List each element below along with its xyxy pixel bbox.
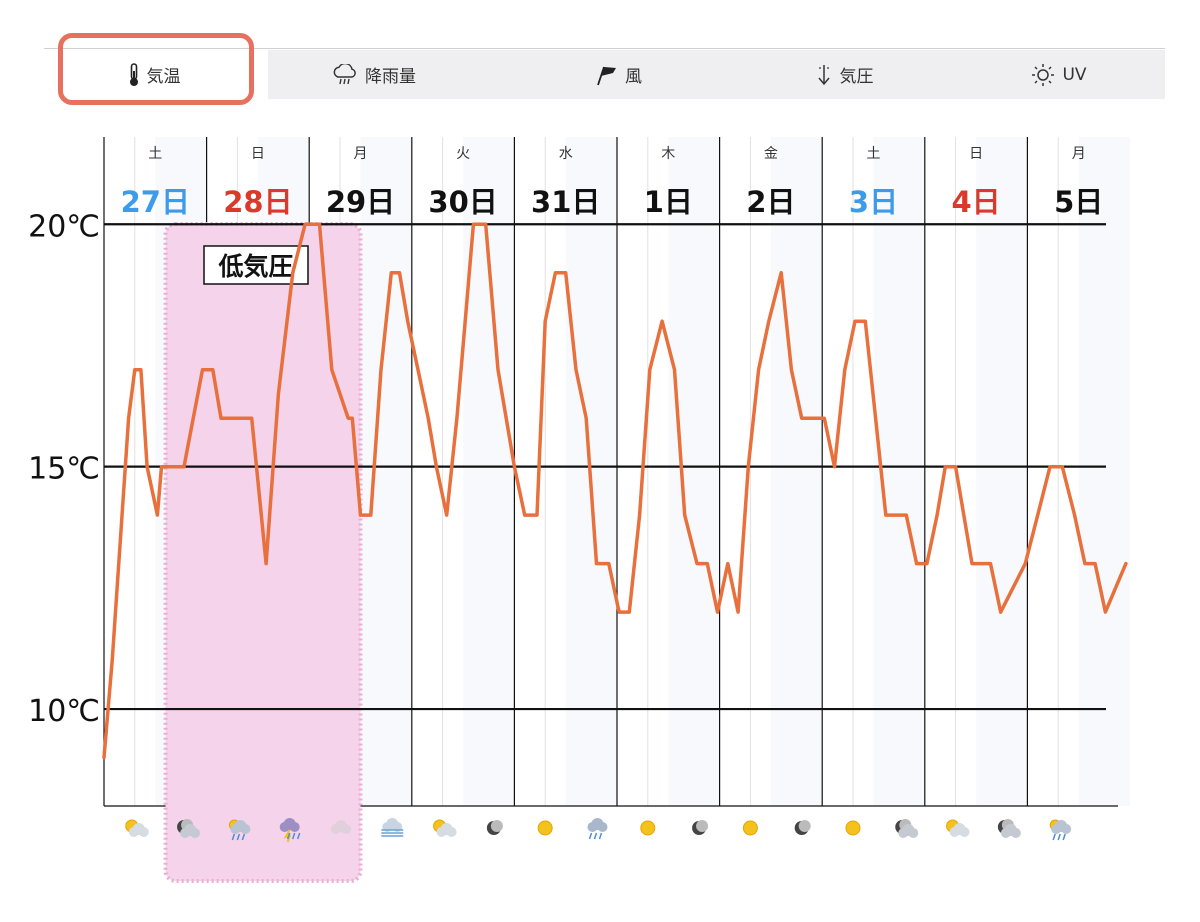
weekday-label: 日 <box>969 146 983 162</box>
tab-wind-label: 風 <box>625 67 642 87</box>
weekday-label: 土 <box>148 146 162 162</box>
moon-cloud-icon <box>486 820 503 835</box>
thermometer-icon <box>128 62 140 87</box>
weekday-label: 木 <box>661 146 675 162</box>
weekday-label: 日 <box>251 146 265 162</box>
tab-uv[interactable]: UV <box>1004 50 1114 99</box>
sunny-icon <box>537 820 553 836</box>
rain-cloud-icon <box>332 63 358 86</box>
night-band <box>1078 137 1130 806</box>
tab-temperature[interactable]: 気温 <box>64 50 244 99</box>
mist-icon <box>330 820 351 834</box>
y-tick-label: 15℃ <box>28 452 100 487</box>
date-label: 29日 <box>326 185 395 219</box>
rain-sun-icon <box>228 819 251 841</box>
tab-temperature-label: 気温 <box>146 67 181 87</box>
sun-icon <box>1031 63 1055 87</box>
cloudy-night-icon <box>177 819 201 838</box>
weekday-label: 火 <box>456 146 470 162</box>
tab-pressure-label: 気圧 <box>839 67 874 87</box>
tab-highlight-box <box>58 33 254 105</box>
tab-pressure[interactable]: 気圧 <box>784 50 904 99</box>
tab-rainfall[interactable]: 降雨量 <box>304 50 444 99</box>
low-pressure-region <box>163 222 363 883</box>
date-label: 27日 <box>121 185 190 219</box>
date-label: 5日 <box>1054 185 1103 219</box>
temperature-line <box>102 222 1128 760</box>
tab-bar-background <box>268 50 1165 99</box>
partly-sunny-icon <box>125 819 149 837</box>
weekday-label: 月 <box>1072 146 1086 162</box>
thunderstorm-icon <box>279 818 301 843</box>
fog-icon <box>381 818 404 837</box>
sunny-icon <box>742 820 758 836</box>
date-label: 31日 <box>531 185 600 219</box>
moon-icon <box>794 820 811 835</box>
night-band <box>360 137 412 806</box>
weekday-label: 水 <box>559 146 573 162</box>
tab-uv-label: UV <box>1062 64 1087 85</box>
date-label: 1日 <box>644 185 693 219</box>
night-band <box>770 137 823 806</box>
y-tick-label: 10℃ <box>28 694 100 729</box>
wind-flag-icon <box>596 64 618 86</box>
weekday-label: 土 <box>867 146 881 162</box>
night-band <box>976 137 1028 806</box>
weekday-label: 金 <box>764 146 778 162</box>
date-label: 30日 <box>428 185 497 219</box>
night-band <box>668 137 720 806</box>
partly-sunny-icon <box>946 819 970 837</box>
y-tick-label: 20℃ <box>28 209 100 244</box>
cloudy-night-icon <box>997 819 1021 838</box>
low-pressure-label: 低気圧 <box>217 252 293 281</box>
date-label: 3日 <box>849 185 898 219</box>
tab-rainfall-label: 降雨量 <box>365 67 416 87</box>
rain-sun-icon <box>1049 819 1072 841</box>
date-label: 28日 <box>223 185 292 219</box>
pressure-arrow-icon <box>815 63 833 87</box>
date-label: 2日 <box>746 185 795 219</box>
date-label: 4日 <box>952 185 1001 219</box>
moon-cloud-icon <box>692 820 709 835</box>
sunny-icon <box>845 820 861 836</box>
weekday-label: 月 <box>354 146 368 162</box>
sunny-icon <box>640 820 656 836</box>
partly-sunny-icon <box>433 819 457 837</box>
rain-icon <box>587 818 608 840</box>
tab-bar: 気温 降雨量 風 気圧 UV <box>44 48 1165 100</box>
cloudy-night-icon <box>895 819 919 838</box>
tab-wind[interactable]: 風 <box>564 50 674 99</box>
